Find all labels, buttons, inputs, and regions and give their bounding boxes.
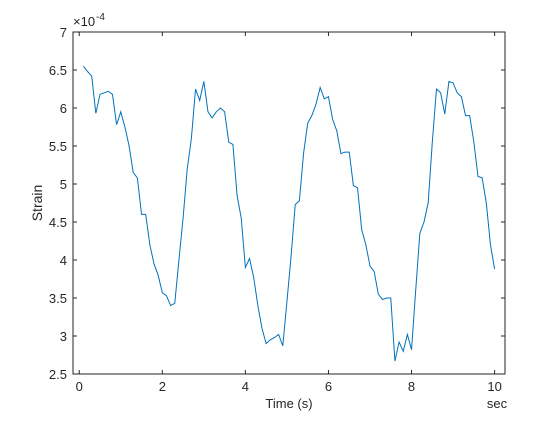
y-tick-label: 4.5 <box>49 215 67 230</box>
y-axis-label: Strain <box>29 185 45 222</box>
y-tick-label: 3.5 <box>49 291 67 306</box>
x-tick-label: 6 <box>325 379 332 394</box>
x-tick-label: 0 <box>76 379 83 394</box>
data-line <box>82 65 496 362</box>
plot-box <box>72 31 506 375</box>
y-tick-label: 2.5 <box>49 367 67 382</box>
x-tick-label: 4 <box>242 379 249 394</box>
y-tick-label: 6.5 <box>49 63 67 78</box>
y-exponent-base: ×10 <box>73 14 95 29</box>
y-tick-label: 4 <box>60 253 67 268</box>
y-tick-label: 7 <box>60 25 67 40</box>
x-axis-label: Time (s) <box>265 396 312 411</box>
y-tick-label: 6 <box>60 101 67 116</box>
y-exponent-power: -4 <box>96 12 105 23</box>
x-unit-label: sec <box>487 396 508 411</box>
y-tick-label: 3 <box>60 329 67 344</box>
y-tick-label: 5 <box>60 177 67 192</box>
x-tick-label: 10 <box>487 379 501 394</box>
x-tick-label: 8 <box>408 379 415 394</box>
x-tick-label: 2 <box>159 379 166 394</box>
y-tick-label: 5.5 <box>49 139 67 154</box>
